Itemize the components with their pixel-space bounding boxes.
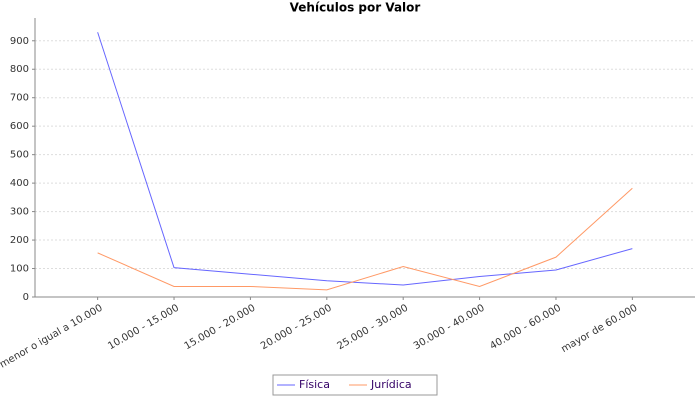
y-tick-label: 400 [10, 178, 29, 189]
legend-label: Jurídica [370, 378, 412, 391]
y-tick-label: 900 [10, 36, 29, 47]
legend-label: Física [299, 378, 330, 391]
y-tick-label: 300 [10, 207, 29, 218]
y-tick-label: 500 [10, 150, 29, 161]
series-line [97, 32, 633, 286]
y-tick-label: 600 [10, 121, 29, 132]
legend: Física Jurídica [272, 374, 438, 396]
chart-title: Vehículos por Valor [290, 1, 421, 15]
y-tick-label: 700 [10, 93, 29, 104]
series-line [97, 187, 633, 291]
y-tick-label: 0 [23, 292, 29, 303]
y-tick-label: 100 [10, 264, 29, 275]
y-tick-label: 200 [10, 235, 29, 246]
y-tick-label: 800 [10, 64, 29, 75]
